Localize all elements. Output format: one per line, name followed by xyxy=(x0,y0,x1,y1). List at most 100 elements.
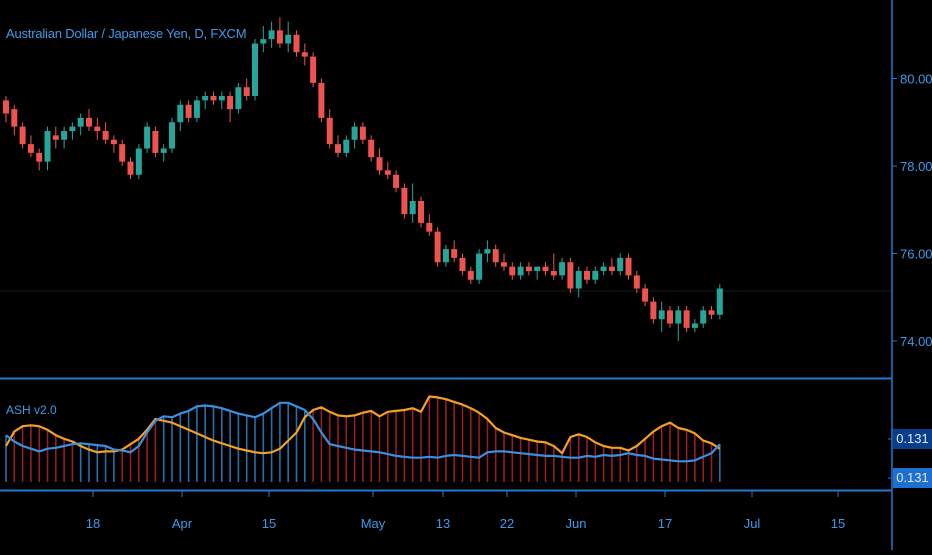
candle-body xyxy=(542,266,549,271)
candle-body xyxy=(301,52,308,57)
candle-body xyxy=(61,131,68,140)
indicator-title: ASH v2.0 xyxy=(6,403,57,417)
candle-body xyxy=(592,271,599,280)
candle-body xyxy=(27,144,34,153)
candle-body xyxy=(683,310,690,328)
candle-body xyxy=(110,139,117,145)
candle-body xyxy=(276,30,283,44)
x-tick-label: Jun xyxy=(566,516,587,531)
candle-body xyxy=(617,257,624,271)
candle-body xyxy=(658,310,665,320)
candle-body xyxy=(625,257,632,276)
indicator-badge-bottom: 0.131 xyxy=(893,468,932,488)
y-tick-label: 76.000 xyxy=(900,247,932,262)
candle-body xyxy=(484,249,491,254)
candle-body xyxy=(409,201,416,215)
candle-body xyxy=(94,126,101,131)
x-tick-label: 15 xyxy=(262,516,276,531)
candle-body xyxy=(69,126,76,131)
candle-body xyxy=(326,117,333,145)
candle-body xyxy=(492,249,499,263)
candle-body xyxy=(52,135,59,140)
candle-body xyxy=(633,275,640,289)
indicator-line-bear xyxy=(5,395,721,455)
candle-body xyxy=(716,288,723,315)
y-tick-label: 80.000 xyxy=(900,72,932,87)
candle-body xyxy=(550,271,557,276)
candle-body xyxy=(235,87,242,110)
candle-body xyxy=(86,117,92,127)
candle-body xyxy=(152,131,159,153)
candle-body xyxy=(509,266,516,276)
candle-body xyxy=(567,262,574,289)
y-tick-label: 78.000 xyxy=(900,159,932,174)
candle-body xyxy=(600,266,607,271)
candle-body xyxy=(335,144,341,153)
candle-body xyxy=(160,148,167,153)
candle-body xyxy=(442,249,449,263)
candle-body xyxy=(227,96,234,110)
candle-body xyxy=(608,266,615,271)
candle-body xyxy=(534,266,541,271)
candle-body xyxy=(243,87,250,96)
candle-body xyxy=(44,131,51,162)
candle-body xyxy=(135,148,142,175)
x-tick-label: Jul xyxy=(744,516,761,531)
candle-body xyxy=(293,34,300,53)
candle-body xyxy=(451,249,458,258)
candle-body xyxy=(575,271,582,289)
candle-body xyxy=(119,144,126,162)
indicator-badge-top: 0.131 xyxy=(893,429,932,449)
candle-body xyxy=(185,104,192,118)
candle-body xyxy=(318,82,325,118)
candle-body xyxy=(667,310,673,324)
candle-body xyxy=(102,131,109,140)
candle-body xyxy=(426,222,433,232)
indicator-line-bull xyxy=(5,401,721,463)
candle-body xyxy=(559,262,566,276)
candle-body xyxy=(218,96,225,101)
candle-body xyxy=(351,126,358,140)
candle-body xyxy=(144,126,151,149)
candle-body xyxy=(376,157,383,171)
candle-body xyxy=(127,161,134,175)
x-tick-label: Apr xyxy=(172,516,193,531)
candle-body xyxy=(77,117,84,127)
x-tick-label: 13 xyxy=(436,516,450,531)
candle-body xyxy=(525,266,532,271)
candle-body xyxy=(393,174,400,188)
chart-title: Australian Dollar / Japanese Yen, D, FXC… xyxy=(6,26,247,41)
candle-body xyxy=(501,262,507,267)
candle-body xyxy=(467,271,474,280)
candle-body xyxy=(11,109,18,127)
candle-body xyxy=(36,152,43,162)
candle-body xyxy=(252,43,258,96)
candle-body xyxy=(202,96,209,101)
x-tick-label: May xyxy=(361,516,386,531)
candle-body xyxy=(476,253,483,280)
x-tick-label: 17 xyxy=(658,516,672,531)
candle-body xyxy=(517,266,524,276)
candle-body xyxy=(459,257,466,271)
candle-body xyxy=(401,187,408,215)
candle-body xyxy=(210,96,217,101)
x-tick-label: 18 xyxy=(86,516,100,531)
candle-body xyxy=(700,310,707,324)
candle-body xyxy=(650,301,657,320)
candle-body xyxy=(434,231,441,263)
candle-body xyxy=(177,104,184,123)
candle-body xyxy=(268,30,275,40)
candle-body xyxy=(384,170,391,175)
candle-body xyxy=(359,126,366,140)
candle-body xyxy=(19,126,26,145)
y-tick-label: 74.000 xyxy=(900,334,932,349)
candle-body xyxy=(310,56,317,83)
candle-body xyxy=(3,100,9,114)
x-tick-label: 22 xyxy=(500,516,514,531)
candle-body xyxy=(642,288,649,302)
candle-body xyxy=(418,201,424,223)
candle-body xyxy=(343,139,350,153)
candle-body xyxy=(169,122,175,149)
